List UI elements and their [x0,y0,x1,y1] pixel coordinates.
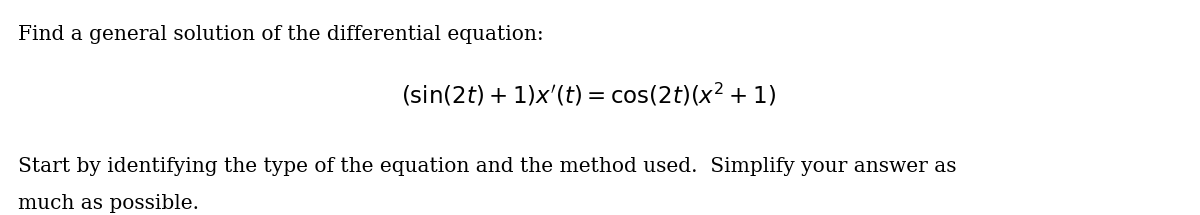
Text: Find a general solution of the differential equation:: Find a general solution of the different… [18,25,544,44]
Text: $(\sin(2t) + 1)x'(t) = \cos(2t)(x^2 + 1)$: $(\sin(2t) + 1)x'(t) = \cos(2t)(x^2 + 1)… [401,81,776,108]
Text: much as possible.: much as possible. [18,194,199,213]
Text: Start by identifying the type of the equation and the method used.  Simplify you: Start by identifying the type of the equ… [18,157,956,175]
